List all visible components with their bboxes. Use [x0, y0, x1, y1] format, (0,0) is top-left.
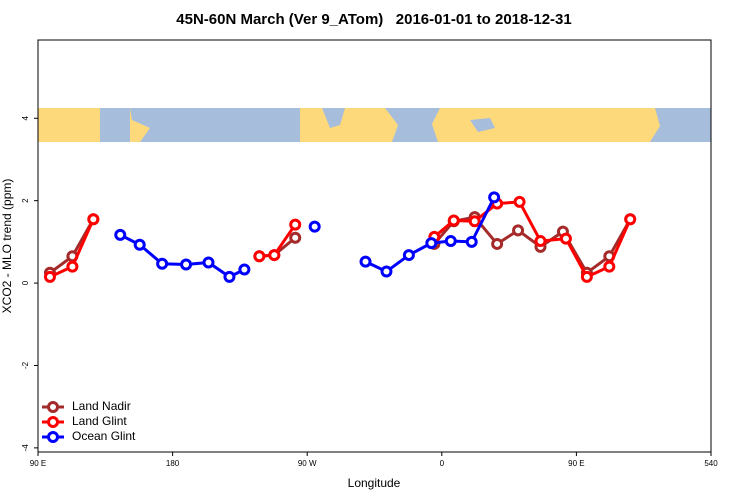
data-point [559, 232, 572, 245]
data-point [87, 213, 100, 226]
x-tick-label: 540 [704, 459, 718, 468]
data-point [268, 249, 281, 262]
data-point [444, 235, 457, 248]
data-point [603, 260, 616, 273]
x-axis-title: Longitude [348, 476, 401, 490]
ocean-fill [322, 108, 345, 128]
data-point [202, 256, 215, 269]
data-point [491, 237, 504, 250]
data-point [402, 249, 415, 262]
plot-frame [37, 39, 712, 453]
y-axis-title: XCO2 - MLO trend (ppm) [0, 179, 14, 314]
legend-label: Land Nadir [72, 399, 131, 413]
data-point [133, 238, 146, 251]
map-band [38, 108, 711, 142]
data-point [468, 215, 481, 228]
x-tick-label: 180 [166, 459, 180, 468]
data-point [447, 214, 460, 227]
series [43, 195, 637, 283]
ocean-fill [385, 108, 440, 142]
x-tick-label: 90 W [298, 459, 317, 468]
data-point [513, 195, 526, 208]
data-point [380, 265, 393, 278]
y-tick-label: 4 [21, 116, 30, 121]
ocean-fill [100, 108, 130, 142]
y-tick-label: -2 [21, 361, 30, 369]
y-tick-label: -4 [21, 444, 30, 452]
y-tick-label: 0 [21, 280, 30, 285]
series-line [433, 215, 632, 275]
legend-marker [47, 431, 59, 443]
data-point [308, 220, 321, 233]
data-point [534, 235, 547, 248]
ocean-fill [470, 118, 495, 132]
data-point [223, 270, 236, 283]
legend-label: Ocean Glint [72, 429, 136, 443]
x-tick-label: 90 E [30, 459, 46, 468]
legend-marker [47, 401, 59, 413]
data-point [238, 263, 251, 276]
y-tick-label: 2 [21, 198, 30, 203]
ocean-fill [650, 108, 711, 142]
data-point [624, 213, 637, 226]
series-line [433, 200, 632, 279]
data-point [253, 250, 266, 263]
x-tick-label: 90 E [568, 459, 584, 468]
data-point [43, 270, 56, 283]
data-point [512, 224, 525, 237]
data-point [114, 228, 127, 241]
data-point [359, 255, 372, 268]
data-point [156, 257, 169, 270]
legend-label: Land Glint [72, 414, 127, 428]
data-point [289, 231, 302, 244]
x-tick-label: 0 [440, 459, 445, 468]
ocean-fill [130, 108, 300, 142]
data-point [289, 218, 302, 231]
series [114, 191, 501, 283]
legend-marker [47, 416, 59, 428]
chart-title: 45N-60N March (Ver 9_ATom) 2016-01-01 to… [176, 11, 571, 28]
data-point [425, 237, 438, 250]
data-point [488, 191, 501, 204]
data-point [180, 258, 193, 271]
data-point [465, 235, 478, 248]
data-point [580, 270, 593, 283]
data-point [66, 260, 79, 273]
